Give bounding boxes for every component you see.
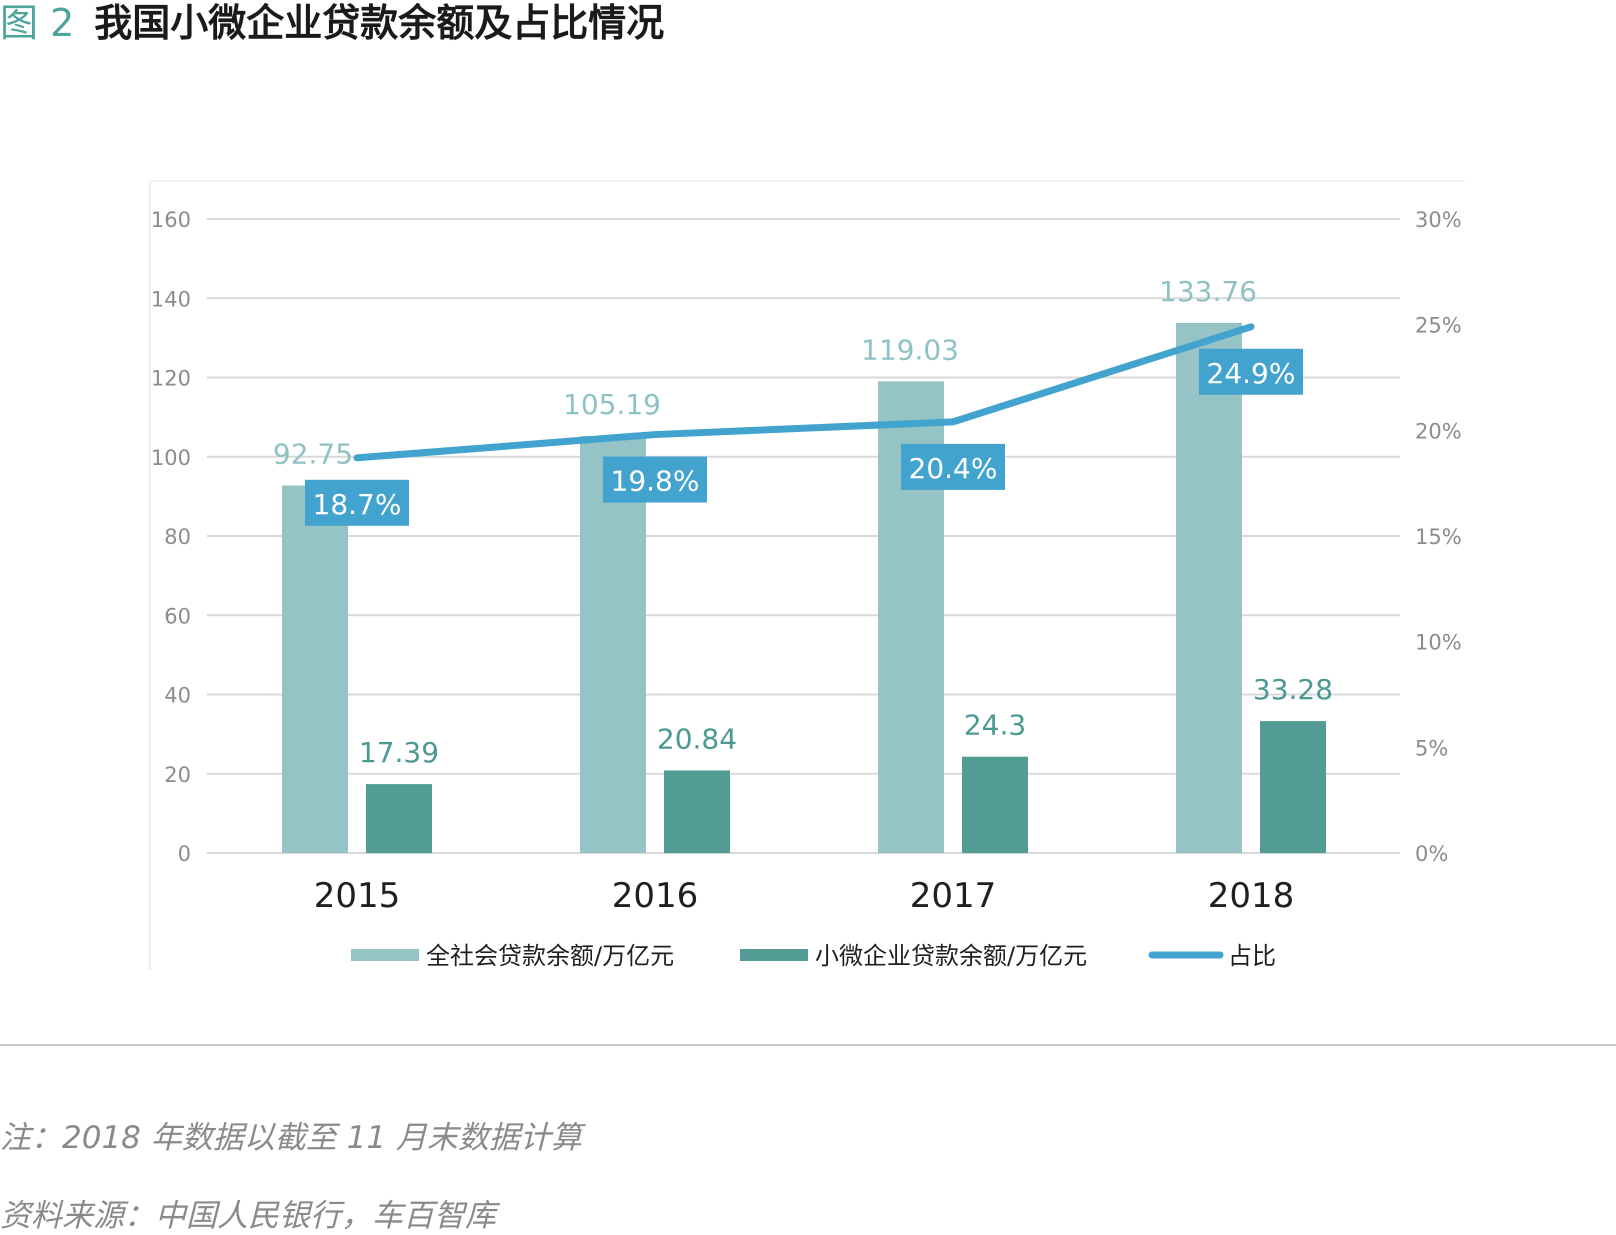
data-label-total-loans: 105.19 xyxy=(563,388,661,421)
left-axis-tick-label: 40 xyxy=(164,684,191,708)
x-axis-tick-label: 2017 xyxy=(910,876,997,916)
figure-number: 图 2 xyxy=(0,1,75,45)
right-axis-tick-label: 15% xyxy=(1415,525,1462,549)
legend-label-small-micro-loans: 小微企业贷款余额/万亿元 xyxy=(815,942,1087,970)
left-axis-tick-label: 120 xyxy=(151,367,191,391)
chart: 0 20 40 60 80 100 120 140 160 0% 5% 10% 15% 20% 25% 30%… xyxy=(149,180,1465,970)
data-label-small-micro-loans: 20.84 xyxy=(657,722,737,755)
legend-label-total-loans: 全社会贷款余额/万亿元 xyxy=(426,942,674,970)
left-axis-tick-label: 160 xyxy=(151,208,191,232)
right-axis-tick-label: 0% xyxy=(1415,842,1448,866)
line-share xyxy=(353,323,1255,462)
right-axis-tick-label: 20% xyxy=(1415,419,1462,443)
bar-small-micro-loans xyxy=(1260,721,1326,853)
x-axis-tick-label: 2018 xyxy=(1208,876,1295,916)
divider xyxy=(0,1044,1616,1046)
data-label-share: 18.7% xyxy=(313,488,402,521)
left-axis-tick-label: 20 xyxy=(164,763,191,787)
data-label-box-share xyxy=(1199,348,1303,395)
chart-note: 注：2018 年数据以截至 11 月末数据计算 xyxy=(0,1120,582,1156)
left-axis-tick-label: 80 xyxy=(164,525,191,549)
x-axis-tick-label: 2015 xyxy=(314,876,401,916)
bar-total-loans xyxy=(282,485,348,853)
bar-total-loans xyxy=(1176,322,1242,853)
data-label-box-share xyxy=(305,479,409,526)
data-label-small-micro-loans: 17.39 xyxy=(359,736,439,769)
chart-source: 资料来源：中国人民银行，车百智库 xyxy=(0,1198,496,1234)
right-axis-tick-label: 10% xyxy=(1415,631,1462,655)
data-label-box-share xyxy=(901,443,1005,490)
data-label-share: 20.4% xyxy=(909,452,998,485)
bar-total-loans xyxy=(580,436,646,853)
right-axis-tick-label: 25% xyxy=(1415,314,1462,338)
data-label-share: 19.8% xyxy=(611,465,700,498)
figure-title-text: 我国小微企业贷款余额及占比情况 xyxy=(94,1,665,45)
data-label-total-loans: 92.75 xyxy=(273,437,353,470)
data-label-total-loans: 133.76 xyxy=(1159,275,1257,308)
left-axis-tick-label: 100 xyxy=(151,446,191,470)
data-label-box-share xyxy=(603,456,707,503)
legend-label-share: 占比 xyxy=(1228,942,1276,970)
bar-small-micro-loans xyxy=(664,770,730,853)
left-axis-tick-label: 60 xyxy=(164,604,191,628)
right-axis-tick-label: 5% xyxy=(1415,736,1448,760)
right-axis-tick-label: 30% xyxy=(1415,208,1462,232)
data-label-share: 24.9% xyxy=(1207,357,1296,390)
left-axis-tick-label: 140 xyxy=(151,287,191,311)
data-label-small-micro-loans: 24.3 xyxy=(964,709,1026,742)
data-label-small-micro-loans: 33.28 xyxy=(1253,673,1333,706)
figure-title: 图 2 我国小微企业贷款余额及占比情况 xyxy=(0,0,664,50)
bar-small-micro-loans xyxy=(962,756,1028,853)
bar-small-micro-loans xyxy=(366,784,432,853)
data-label-total-loans: 119.03 xyxy=(861,333,959,366)
legend-swatch-total-loans xyxy=(351,949,419,961)
x-axis-tick-label: 2016 xyxy=(612,876,699,916)
left-axis-tick-label: 0 xyxy=(178,842,191,866)
legend-swatch-small-micro-loans xyxy=(740,949,808,961)
